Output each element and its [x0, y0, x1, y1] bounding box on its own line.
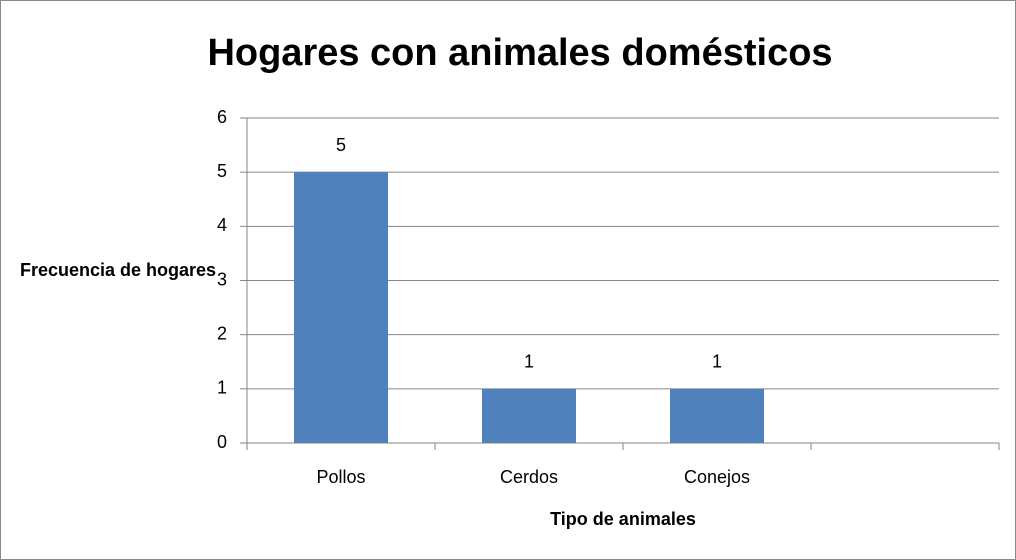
data-label: 1: [524, 352, 534, 372]
y-axis-title: Frecuencia de hogares: [19, 260, 217, 280]
y-tick-label: 1: [217, 378, 227, 398]
y-tick-label: 5: [217, 161, 227, 181]
x-tick-label: Conejos: [684, 467, 750, 487]
y-tick-label: 0: [217, 432, 227, 452]
bar: [482, 388, 576, 443]
chart-title: Hogares con animales domésticos: [207, 32, 832, 74]
data-label: 5: [336, 135, 346, 155]
x-tick-label: Cerdos: [500, 467, 558, 487]
bar: [294, 172, 388, 443]
x-axis-title: Tipo de animales: [550, 509, 696, 529]
y-tick-label: 4: [217, 215, 227, 235]
data-label: 1: [712, 352, 722, 372]
x-tick-label: Pollos: [316, 467, 365, 487]
bar: [670, 388, 764, 443]
y-tick-label: 6: [217, 107, 227, 127]
y-tick-label: 3: [217, 269, 227, 289]
y-tick-label: 2: [217, 323, 227, 343]
